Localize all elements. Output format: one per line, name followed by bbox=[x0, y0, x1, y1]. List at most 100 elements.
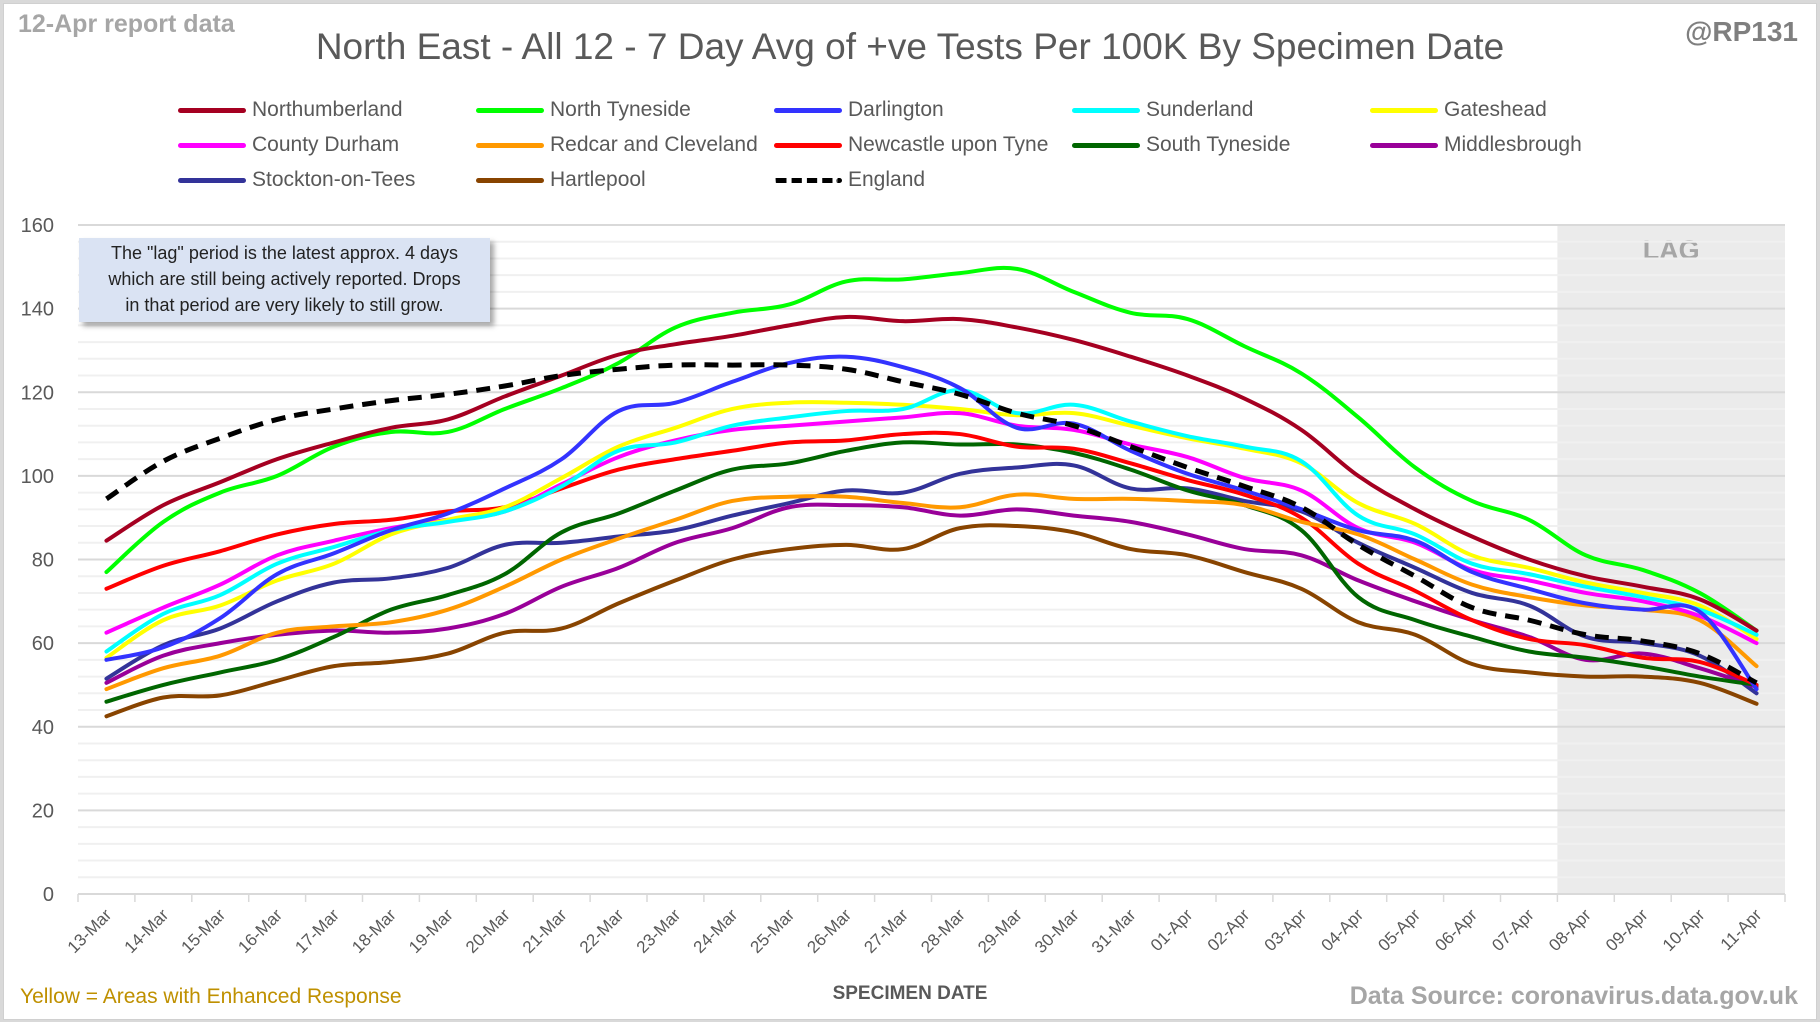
x-tick-label: 07-Apr bbox=[1488, 905, 1538, 955]
x-tick-label: 26-Mar bbox=[803, 905, 855, 957]
series-line-hartlepool bbox=[104, 523, 1759, 719]
series-line-stockton-on-tees bbox=[104, 461, 1759, 696]
x-axis-title: SPECIMEN DATE bbox=[832, 983, 988, 1004]
series-line-newcastle-upon-tyne bbox=[104, 430, 1759, 687]
legend-swatch bbox=[178, 177, 246, 183]
legend-label: South Tyneside bbox=[1146, 133, 1291, 156]
legend-label: Sunderland bbox=[1146, 98, 1254, 121]
x-tick-label: 28-Mar bbox=[917, 905, 969, 957]
legend-swatch bbox=[1072, 142, 1140, 148]
series-line-gateshead bbox=[104, 400, 1759, 660]
legend-item: Gateshead bbox=[1370, 98, 1547, 122]
legend-swatch bbox=[1370, 142, 1438, 148]
x-tick-label: 13-Mar bbox=[64, 905, 116, 957]
x-tick-label: 16-Mar bbox=[234, 905, 286, 957]
legend-swatch bbox=[476, 107, 544, 113]
x-tick-label: 04-Apr bbox=[1318, 905, 1368, 955]
legend-label: Darlington bbox=[848, 98, 944, 121]
x-tick-label: 01-Apr bbox=[1147, 905, 1197, 955]
legend-label: Stockton-on-Tees bbox=[252, 168, 416, 191]
legend-item: Stockton-on-Tees bbox=[178, 168, 415, 192]
chart-frame bbox=[3, 3, 1817, 1020]
x-tick-label: 29-Mar bbox=[974, 905, 1026, 957]
series-line-county-durham bbox=[104, 410, 1759, 646]
series-line-darlington bbox=[104, 354, 1759, 692]
x-tick-label: 17-Mar bbox=[291, 905, 343, 957]
legend-label: North Tyneside bbox=[550, 98, 691, 121]
legend-item: Newcastle upon Tyne bbox=[774, 133, 1048, 157]
lag-note-line: which are still being actively reported.… bbox=[108, 269, 461, 289]
report-date-label: 12-Apr report data bbox=[18, 10, 235, 38]
data-source-label: Data Source: coronavirus.data.gov.uk bbox=[1349, 982, 1798, 1010]
legend-label: Gateshead bbox=[1444, 98, 1547, 121]
x-tick-label: 03-Apr bbox=[1261, 905, 1311, 955]
legend-swatch bbox=[178, 107, 246, 113]
legend-label: Northumberland bbox=[252, 98, 403, 121]
legend-swatch bbox=[476, 177, 544, 183]
lag-note-line: The "lag" period is the latest approx. 4… bbox=[111, 243, 458, 263]
x-tick-label: 15-Mar bbox=[178, 905, 230, 957]
legend-swatch bbox=[476, 142, 544, 148]
y-tick-label: 0 bbox=[43, 884, 54, 906]
legend-item: North Tyneside bbox=[476, 98, 691, 122]
legend-item: Hartlepool bbox=[476, 168, 646, 192]
author-handle: @RP131 bbox=[1685, 16, 1798, 47]
legend-item: Sunderland bbox=[1072, 98, 1253, 122]
x-tick-label: 23-Mar bbox=[633, 905, 685, 957]
x-tick-label: 02-Apr bbox=[1204, 905, 1254, 955]
series-line-england bbox=[105, 362, 1758, 686]
legend-swatch bbox=[1370, 107, 1438, 113]
series-line-north-tyneside bbox=[104, 265, 1759, 633]
series-lines bbox=[104, 265, 1759, 719]
x-tick-label: 24-Mar bbox=[690, 905, 742, 957]
legend-swatch bbox=[774, 142, 842, 148]
series-line-south-tyneside bbox=[104, 440, 1759, 704]
x-tick-label: 11-Apr bbox=[1717, 905, 1766, 954]
x-tick-label: 27-Mar bbox=[860, 905, 912, 957]
y-tick-label: 160 bbox=[21, 215, 54, 237]
x-tick-label: 14-Mar bbox=[121, 905, 173, 957]
series-line-redcar-and-cleveland bbox=[104, 492, 1759, 692]
legend-label: Hartlepool bbox=[550, 168, 646, 191]
enhanced-response-note: Yellow = Areas with Enhanced Response bbox=[20, 985, 402, 1008]
y-tick-label: 140 bbox=[21, 299, 54, 321]
legend-swatch bbox=[178, 142, 246, 148]
legend-label: County Durham bbox=[252, 133, 400, 156]
x-tick-label: 08-Apr bbox=[1545, 905, 1595, 955]
x-tick-label: 18-Mar bbox=[348, 905, 400, 957]
legend-item: England bbox=[774, 168, 925, 192]
x-tick-label: 25-Mar bbox=[747, 905, 799, 957]
lag-label: LAG bbox=[1643, 235, 1700, 265]
legend-swatch bbox=[774, 107, 842, 113]
y-tick-label: 100 bbox=[21, 466, 54, 488]
x-tick-label: 21-Mar bbox=[519, 905, 571, 957]
y-tick-label: 120 bbox=[21, 382, 54, 404]
y-tick-label: 40 bbox=[32, 717, 54, 739]
legend-swatch bbox=[1072, 107, 1140, 113]
x-tick-label: 20-Mar bbox=[462, 905, 514, 957]
lag-note-line: in that period are very likely to still … bbox=[125, 295, 444, 315]
legend-item: Darlington bbox=[774, 98, 944, 122]
legend-item: South Tyneside bbox=[1072, 133, 1290, 157]
y-tick-label: 80 bbox=[32, 550, 54, 572]
series-line-northumberland bbox=[104, 314, 1759, 633]
x-tick-label: 09-Apr bbox=[1602, 905, 1652, 955]
legend-item: County Durham bbox=[178, 133, 399, 157]
y-tick-label: 60 bbox=[32, 633, 54, 655]
legend-item: Northumberland bbox=[178, 98, 403, 122]
x-tick-label: 30-Mar bbox=[1031, 905, 1083, 957]
lag-note-box: The "lag" period is the latest approx. 4… bbox=[79, 238, 490, 322]
x-tick-label: 22-Mar bbox=[576, 905, 628, 957]
x-tick-label: 05-Apr bbox=[1374, 905, 1424, 955]
legend-label: Newcastle upon Tyne bbox=[848, 133, 1049, 156]
legend-label: Middlesbrough bbox=[1444, 133, 1582, 156]
x-tick-label: 10-Apr bbox=[1659, 905, 1709, 955]
x-tick-label: 19-Mar bbox=[405, 905, 457, 957]
legend-item: Redcar and Cleveland bbox=[476, 133, 758, 157]
x-tick-label: 06-Apr bbox=[1431, 905, 1481, 955]
legend-item: Middlesbrough bbox=[1370, 133, 1582, 157]
x-tick-label: 31-Mar bbox=[1088, 905, 1140, 957]
legend-label: England bbox=[848, 168, 926, 191]
legend-label: Redcar and Cleveland bbox=[550, 133, 758, 156]
